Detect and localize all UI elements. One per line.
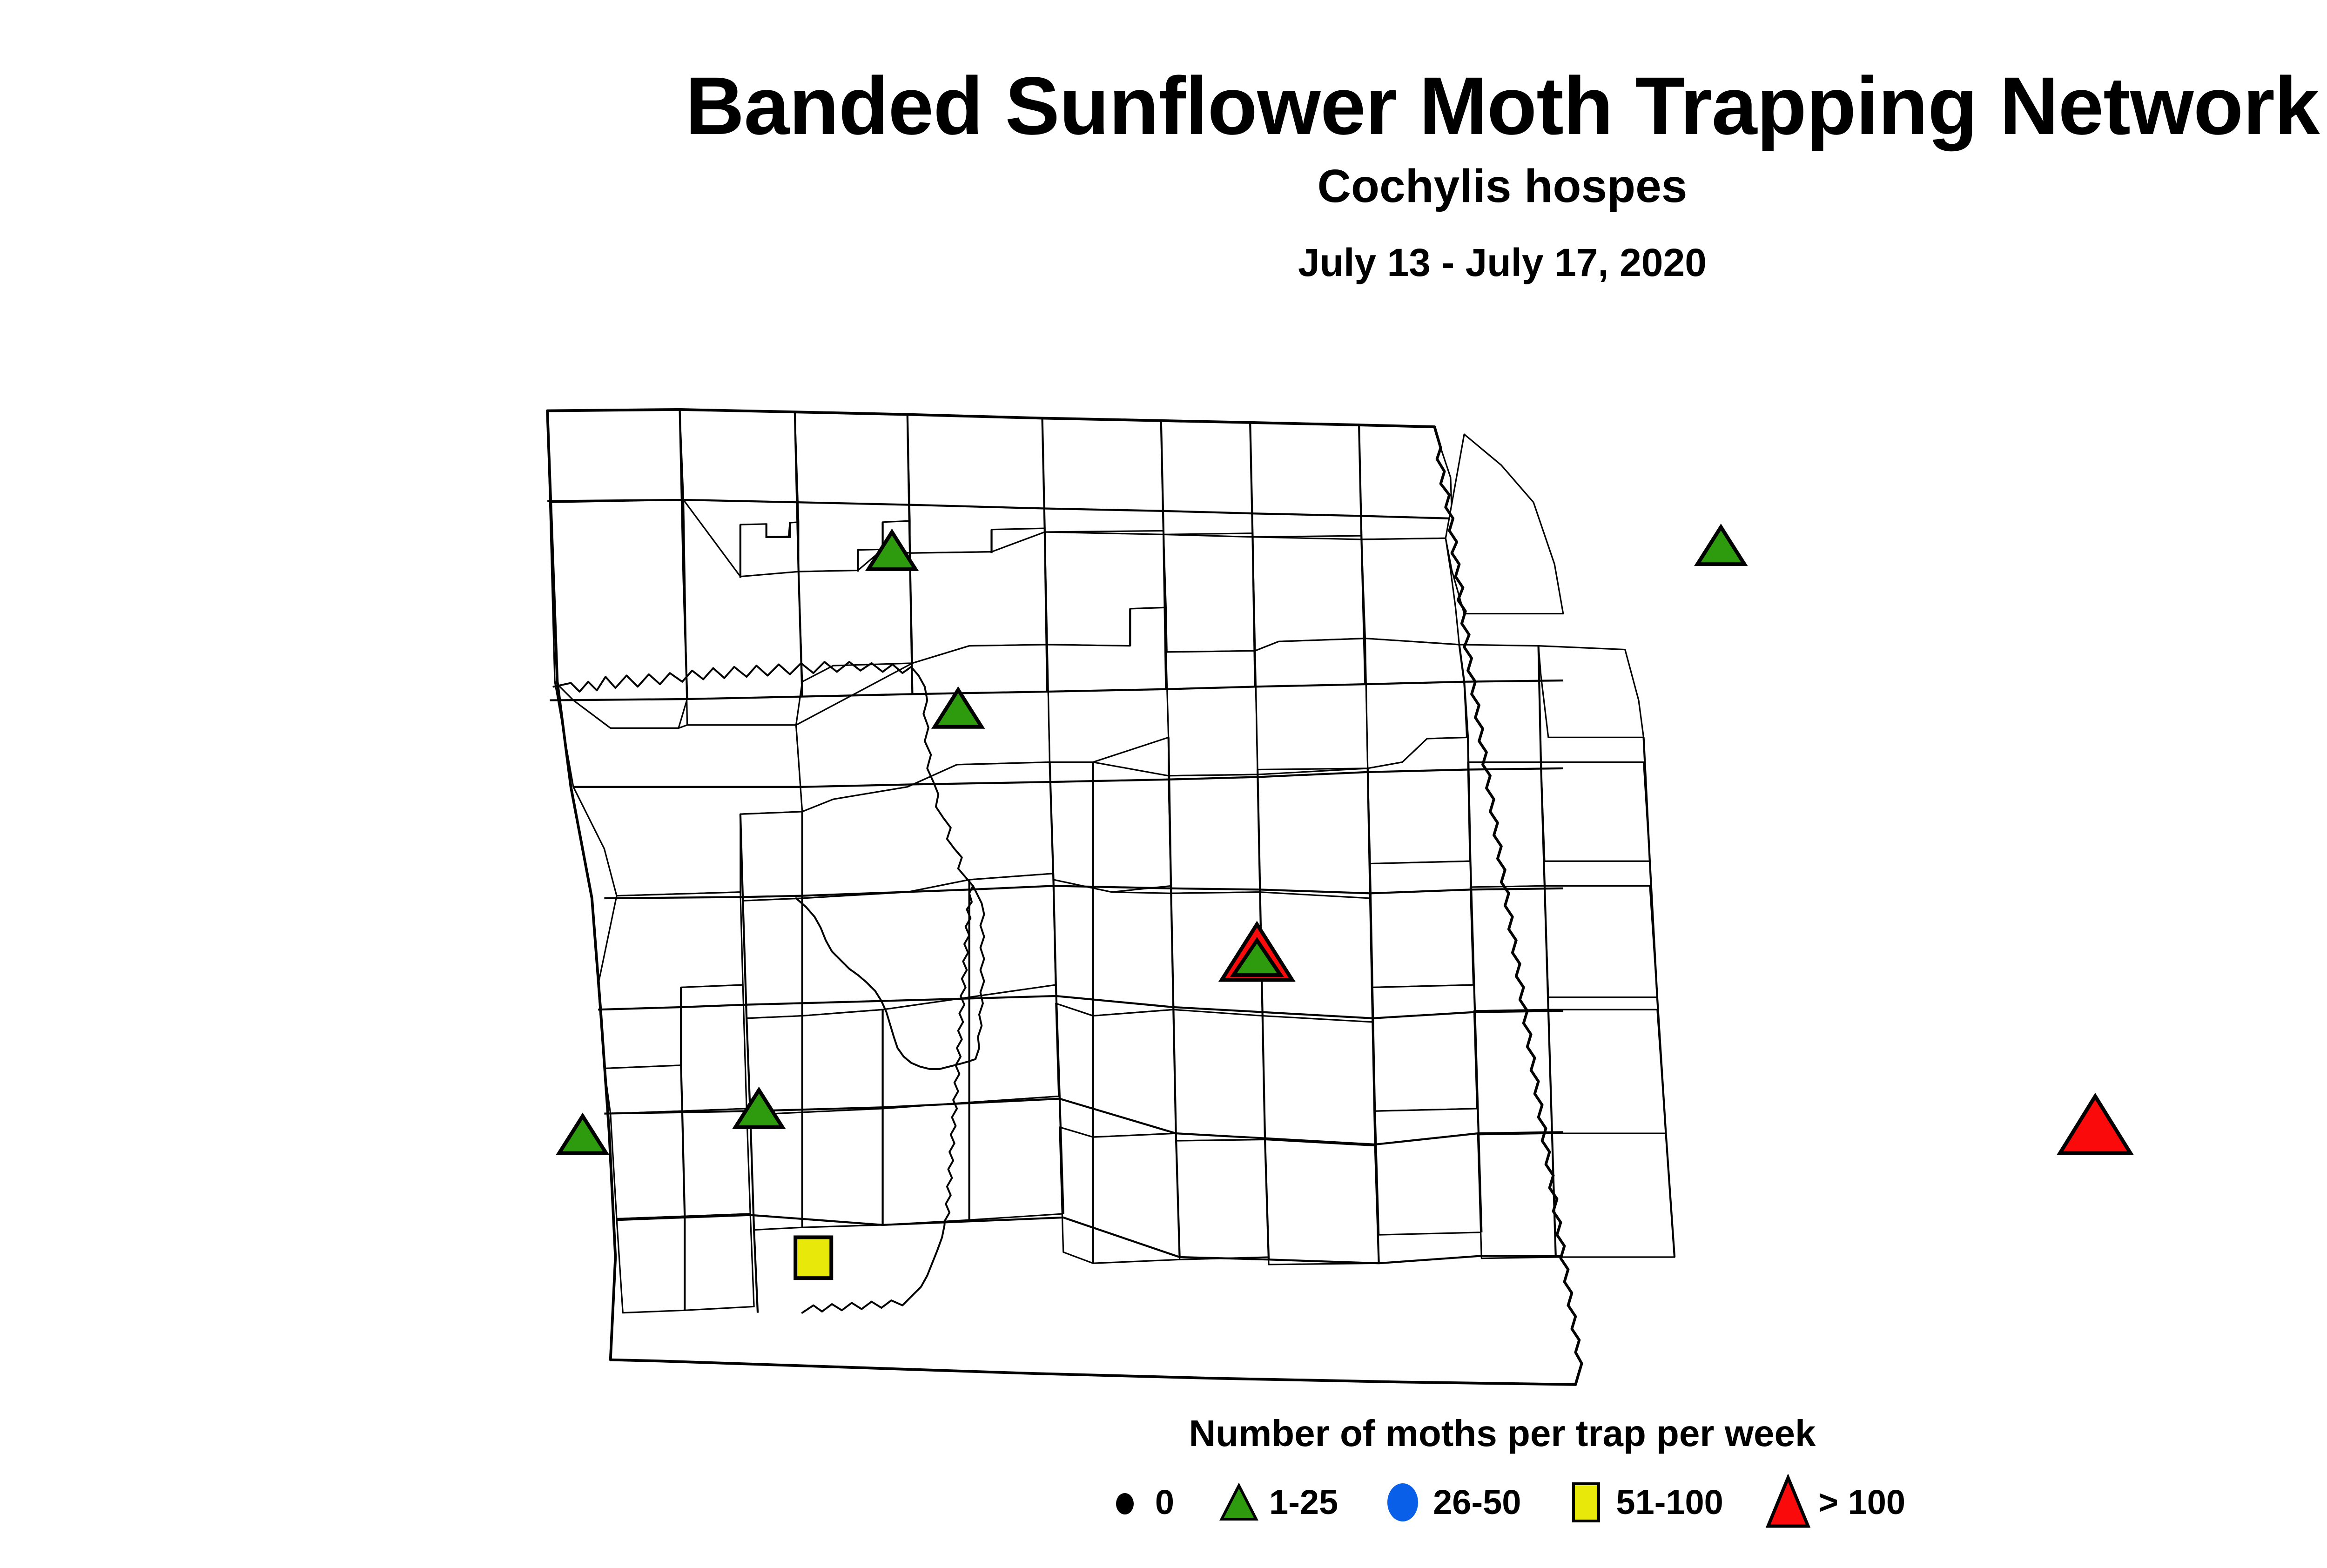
sheyenne-river [972,885,985,1060]
legend-item-zero[interactable]: 0 [1099,1479,1174,1526]
county-shape [1060,1127,1180,1263]
county-shape [1255,639,1368,770]
county-shape [611,1109,750,1219]
county-shape [1539,646,1644,738]
county-shape [1169,774,1260,893]
county-shape [1250,423,1361,537]
county-shape [1166,651,1258,776]
trap-marker-red-triangle[interactable] [2057,1092,2134,1155]
county-shape [1161,421,1253,535]
county-shape [1478,1133,1555,1258]
county-shape [1173,1009,1265,1141]
trap-marker-green-triangle[interactable] [732,1086,786,1129]
legend-item-over-100[interactable]: > 100 [1762,1474,1906,1528]
red-triangle-marker-icon [1762,1474,1814,1528]
trap-marker-yellow-square[interactable] [794,1235,834,1280]
trap-marker-green-triangle[interactable] [865,528,919,571]
missouri-river-lower [943,885,974,1222]
little-missouri-river [795,897,976,1070]
yellow-square-marker-icon [1560,1479,1611,1526]
county-shape [1361,538,1459,645]
trap-marker-green-triangle[interactable] [931,686,985,729]
county-shape [1545,886,1657,997]
trap-marker-green-triangle[interactable] [1694,523,1748,566]
page-title: Banded Sunflower Moth Trapping Network [685,61,2320,152]
title-block: Banded Sunflower Moth Trapping Network C… [0,0,2327,282]
county-shape [1541,762,1650,861]
trap-markers-layer [556,523,2134,1280]
trap-marker-green-triangle[interactable] [1230,937,1284,977]
county-shape [1164,534,1255,652]
county-shape [1265,1139,1379,1265]
county-shape [750,1096,1063,1230]
county-shape [1252,537,1365,651]
county-shape [1042,418,1164,532]
county-shape [1375,1109,1482,1235]
state-outline [546,408,1583,1386]
legend-item-51-100[interactable]: 51-100 [1560,1479,1723,1526]
county-shape [550,500,687,728]
county-grid-lines [547,409,1676,1313]
county-shape [1263,1016,1375,1147]
county-shape [1468,762,1545,888]
county-shape [1474,1009,1552,1135]
county-shape [1053,880,1173,1016]
county-shape [1552,1133,1675,1257]
dot-marker-icon [1099,1479,1150,1526]
trap-marker-green-triangle[interactable] [556,1112,610,1155]
species-subtitle: Cochylis hospes [1317,160,1688,212]
legend-title: Number of moths per trap per week [1189,1413,1816,1454]
county-shape [1548,1009,1666,1133]
county-shape [1056,1003,1176,1137]
map-svg [546,408,2134,1386]
county-shape [908,415,1045,553]
county-shape [1446,434,1563,613]
county-shape [1372,985,1478,1111]
county-shape [1176,1139,1269,1259]
legend-items-row: 0 1-25 26-50 51-100 > 100 [0,1452,2327,1528]
county-shape [1258,768,1370,900]
lake-sakakawea-outline [552,661,974,887]
cannonball-heart-river [801,1220,946,1314]
legend-block: Number of moths per trap per week 0 1-25… [0,1413,2327,1528]
county-layer [547,410,1675,1313]
date-range-label: July 13 - July 17, 2020 [1298,241,1707,284]
blue-circle-marker-icon [1377,1479,1428,1526]
north-dakota-map [535,391,2220,1406]
legend-label-1-25: 1-25 [1269,1483,1338,1521]
county-shape [547,410,683,502]
legend-item-1-25[interactable]: 1-25 [1213,1479,1338,1526]
legend-label-26-50: 26-50 [1433,1483,1521,1521]
legend-label-zero: 0 [1155,1483,1175,1521]
county-shape [1370,861,1474,987]
legend-item-26-50[interactable]: 26-50 [1377,1479,1521,1526]
green-triangle-marker-icon [1213,1479,1264,1526]
legend-label-over-100: > 100 [1818,1483,1906,1521]
legend-label-51-100: 51-100 [1616,1483,1723,1521]
county-shape [1470,886,1548,1011]
